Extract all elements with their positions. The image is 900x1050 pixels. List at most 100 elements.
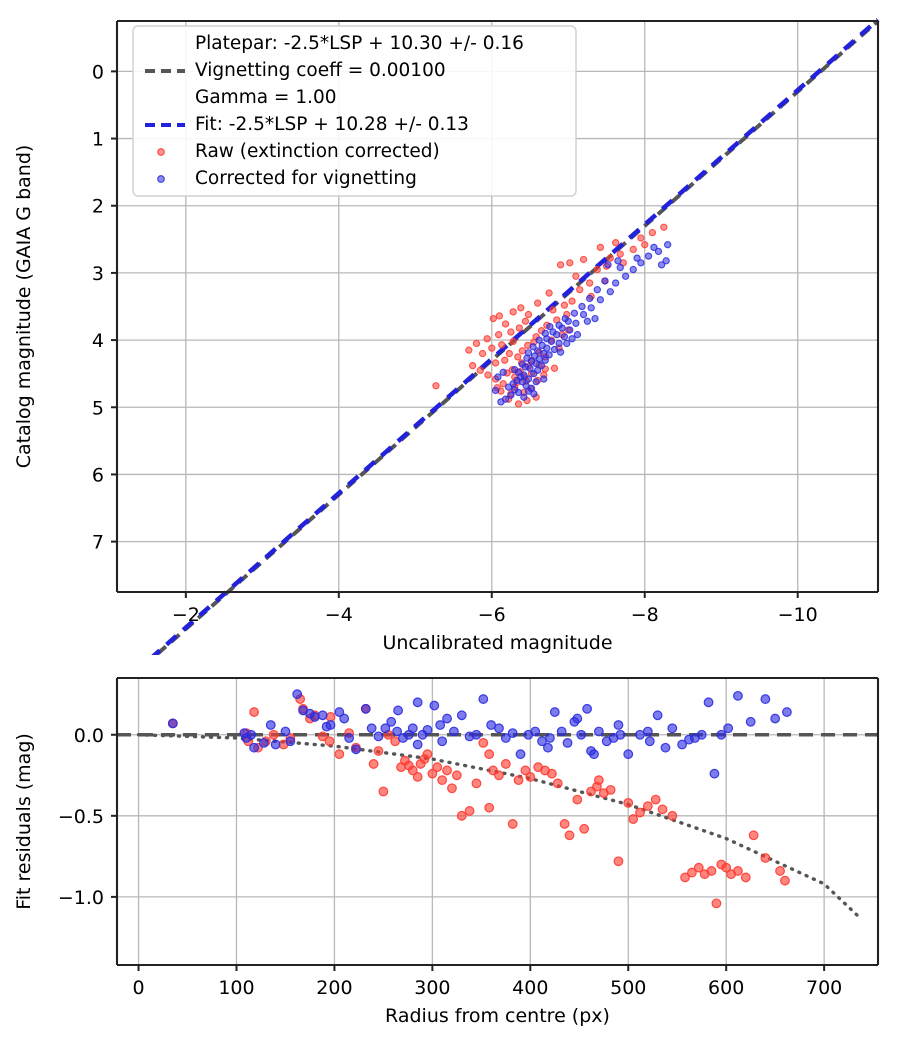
scatter-point	[509, 337, 517, 346]
fit-line	[151, 17, 880, 655]
scatter-point	[451, 770, 462, 781]
scatter-point	[556, 261, 565, 269]
scatter-point	[556, 348, 565, 356]
scatter-point	[472, 339, 481, 348]
scatter-point	[497, 398, 505, 406]
scatter-point	[579, 255, 588, 264]
scatter-point	[524, 310, 533, 319]
scatter-point	[770, 713, 781, 724]
fit-residuals-plot: 0 100 200 300 400 500 600 700 0.0 −0.5 −1.0 Radius …	[13, 676, 880, 1027]
legend-label: Vignetting coeff = 0.00100	[195, 60, 446, 81]
scatter-point	[280, 726, 291, 737]
scatter-point	[667, 810, 678, 821]
scatter-point	[680, 872, 690, 883]
y-tick-label: 5	[92, 397, 104, 419]
y-tick-label: 0.0	[74, 725, 104, 747]
scatter-point	[491, 359, 500, 367]
scatter-point	[662, 257, 670, 265]
scatter-point	[429, 700, 440, 711]
scatter-point	[373, 746, 384, 756]
scatter-point	[546, 768, 557, 779]
scatter-point	[593, 286, 601, 294]
legend: Platepar: -2.5*LSP + 10.30 +/- 0.16 Vigne…	[132, 25, 577, 197]
scatter-point	[616, 250, 624, 258]
scatter-point	[572, 794, 583, 805]
scatter-point	[501, 320, 510, 328]
x-tick-label: 600	[708, 977, 744, 999]
scatter-point	[780, 875, 790, 886]
scatter-point	[504, 383, 513, 391]
scatter-point	[615, 729, 626, 740]
scatter-point	[706, 866, 717, 876]
scatter-point	[514, 353, 522, 361]
scatter-point	[514, 400, 523, 408]
scatter-point	[563, 339, 571, 348]
scatter-point	[380, 723, 391, 734]
scatter-point	[468, 361, 477, 370]
scatter-point	[344, 733, 355, 743]
scatter-point	[549, 707, 560, 717]
scatter-point	[456, 810, 467, 821]
scatter-point	[500, 759, 511, 769]
scatter-point	[606, 254, 614, 262]
scatter-point	[498, 341, 506, 349]
scatter-point	[530, 352, 539, 360]
scatter-point	[579, 310, 588, 319]
scatter-point	[654, 247, 663, 256]
scatter-point	[360, 703, 371, 714]
vignetting-curve	[136, 733, 861, 919]
scatter-point	[501, 356, 509, 364]
scatter-point	[518, 347, 527, 355]
legend-box	[132, 25, 577, 197]
scatter-point	[540, 349, 548, 358]
scatter-point	[709, 768, 720, 779]
scatter-point	[555, 339, 563, 348]
scatter-point	[529, 343, 537, 351]
scatter-point	[572, 272, 580, 280]
scatter-point	[552, 778, 563, 789]
scatter-point	[613, 720, 624, 730]
scatter-point	[593, 775, 604, 786]
scatter-point	[550, 364, 559, 372]
scatter-point	[635, 807, 645, 818]
scatter-point	[432, 762, 443, 773]
scatter-point	[545, 733, 555, 743]
scatter-point	[613, 856, 624, 867]
scatter-point	[576, 286, 584, 294]
scatter-point	[521, 317, 530, 325]
scatter-point	[525, 772, 536, 782]
scatter-point	[586, 279, 594, 287]
scatter-point	[351, 744, 361, 755]
scatter-point	[561, 314, 569, 323]
scatter-point	[596, 296, 605, 304]
x-tick-label: 300	[414, 977, 450, 999]
y-tick-label: 6	[92, 464, 104, 486]
scatter-point	[566, 259, 574, 267]
scatter-point	[555, 321, 563, 329]
scatter-point	[587, 304, 595, 312]
scatter-point	[489, 314, 497, 323]
scatter-point	[687, 867, 697, 878]
scatter-point	[442, 713, 452, 724]
scatter-point	[591, 314, 599, 323]
scatter-point	[535, 336, 543, 344]
scatter-point	[478, 737, 489, 748]
scatter-point	[745, 716, 756, 727]
x-tick-label: −10	[778, 604, 818, 626]
scatter-point	[650, 794, 661, 805]
y-tick-label: 0	[92, 61, 104, 83]
scatter-point	[733, 690, 743, 701]
y-tick-label: 4	[92, 330, 104, 352]
scatter-point	[760, 694, 771, 704]
scatter-point	[616, 263, 624, 272]
scatter-point	[494, 770, 504, 781]
scatter-point	[775, 866, 785, 876]
scatter-point	[650, 243, 658, 252]
bottom-axis-ticks: 0 100 200 300 400 500 600 700 0.0 −0.5 −1.0	[58, 725, 842, 999]
top-axes-spines	[115, 19, 880, 594]
scatter-point	[579, 823, 590, 834]
scatter-point	[660, 223, 668, 231]
scatter-point	[782, 707, 792, 717]
scatter-point	[499, 368, 507, 376]
